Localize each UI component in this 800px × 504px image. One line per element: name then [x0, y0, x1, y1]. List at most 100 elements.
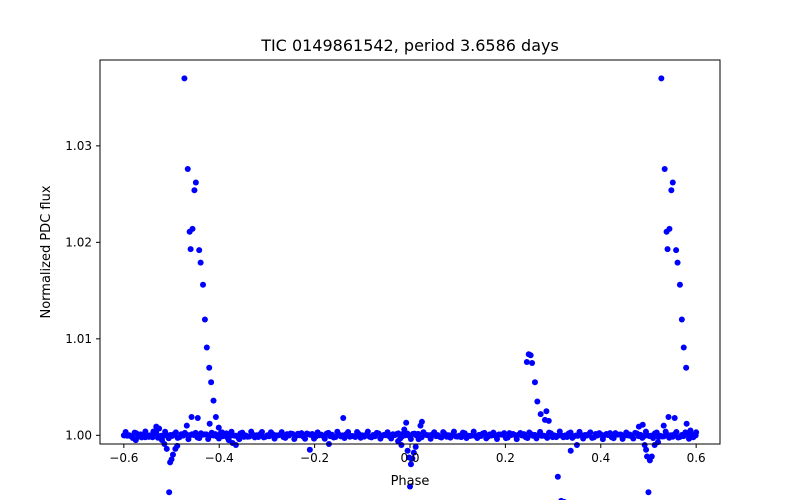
data-point — [192, 179, 199, 186]
points-layer — [120, 75, 700, 504]
data-point — [674, 259, 681, 266]
y-tick-label: 1.01 — [65, 332, 92, 346]
data-point — [188, 413, 195, 420]
data-point — [660, 422, 667, 429]
x-tick-label: 0.6 — [687, 451, 706, 465]
data-point — [409, 455, 416, 462]
data-point — [278, 429, 285, 436]
data-point — [208, 379, 215, 386]
data-point — [661, 166, 668, 173]
data-point — [643, 446, 650, 453]
data-point — [481, 429, 488, 436]
data-point — [212, 413, 219, 420]
data-point — [203, 344, 210, 351]
x-axis-label: Phase — [391, 474, 430, 489]
data-point — [693, 429, 700, 436]
data-point — [501, 430, 508, 437]
data-point — [166, 489, 173, 496]
x-tick-label: 0.2 — [496, 451, 515, 465]
data-point — [534, 398, 541, 405]
x-tick-label: 0.4 — [591, 451, 610, 465]
x-tick-label: −0.6 — [109, 451, 138, 465]
data-point — [630, 435, 637, 442]
data-point — [407, 461, 414, 468]
data-point — [345, 428, 352, 435]
data-point — [306, 446, 313, 453]
data-point — [650, 434, 657, 441]
data-point — [407, 483, 413, 490]
data-point — [567, 429, 574, 436]
data-point — [201, 316, 208, 323]
data-point — [258, 428, 265, 435]
data-point — [537, 411, 544, 418]
data-point — [404, 447, 411, 454]
data-point — [666, 225, 673, 232]
data-point — [648, 453, 655, 460]
data-point — [340, 414, 347, 421]
data-point — [527, 352, 534, 359]
y-tick-label: 1.00 — [65, 428, 92, 442]
data-point — [669, 179, 676, 186]
data-point — [192, 429, 199, 436]
data-point — [458, 434, 465, 441]
data-point — [573, 441, 580, 448]
data-point — [567, 447, 574, 454]
data-point — [197, 259, 204, 266]
data-point — [169, 451, 176, 458]
data-point — [163, 445, 170, 452]
y-tick-label: 1.02 — [65, 235, 92, 249]
chart-title: TIC 0149861542, period 3.6586 days — [260, 36, 559, 55]
x-tick-label: −0.4 — [205, 451, 234, 465]
data-point — [418, 418, 425, 425]
data-point — [232, 441, 239, 448]
data-point — [410, 449, 417, 456]
data-point — [403, 419, 410, 426]
data-point — [639, 421, 646, 428]
data-point — [412, 443, 419, 450]
data-point — [671, 414, 678, 421]
data-point — [364, 428, 371, 435]
data-point — [191, 187, 198, 194]
data-point — [206, 420, 213, 427]
data-point — [680, 344, 687, 351]
x-axis: −0.6 −0.4 −0.2 0.0 0.2 0.4 0.6 — [109, 444, 706, 465]
data-point — [189, 225, 196, 232]
data-point — [184, 166, 191, 173]
data-point — [181, 75, 188, 82]
data-point — [183, 422, 190, 429]
data-point — [668, 187, 675, 194]
data-point — [683, 364, 690, 371]
y-tick-label: 1.03 — [65, 139, 92, 153]
data-point — [450, 428, 457, 435]
data-point — [302, 435, 309, 442]
data-point — [200, 281, 207, 288]
data-point — [673, 247, 680, 254]
data-point — [531, 379, 538, 386]
data-point — [187, 246, 194, 253]
data-point — [645, 489, 652, 496]
data-point — [683, 420, 690, 427]
data-point — [673, 429, 680, 435]
data-point — [398, 441, 405, 448]
data-point — [665, 413, 672, 420]
data-point — [664, 246, 671, 253]
data-point — [658, 75, 665, 82]
data-point — [153, 423, 160, 430]
data-point — [235, 435, 242, 442]
data-point — [129, 435, 136, 442]
data-point — [210, 397, 217, 404]
x-tick-label: 0.0 — [400, 451, 419, 465]
data-point — [524, 434, 531, 441]
data-point — [554, 473, 561, 480]
data-point — [206, 364, 213, 371]
data-point — [529, 359, 536, 366]
data-point — [678, 316, 685, 323]
data-point — [676, 281, 683, 288]
data-point — [587, 429, 594, 436]
y-axis: 1.00 1.01 1.02 1.03 — [65, 139, 100, 442]
data-point — [523, 358, 530, 365]
data-point — [215, 435, 222, 442]
data-point — [172, 429, 179, 436]
